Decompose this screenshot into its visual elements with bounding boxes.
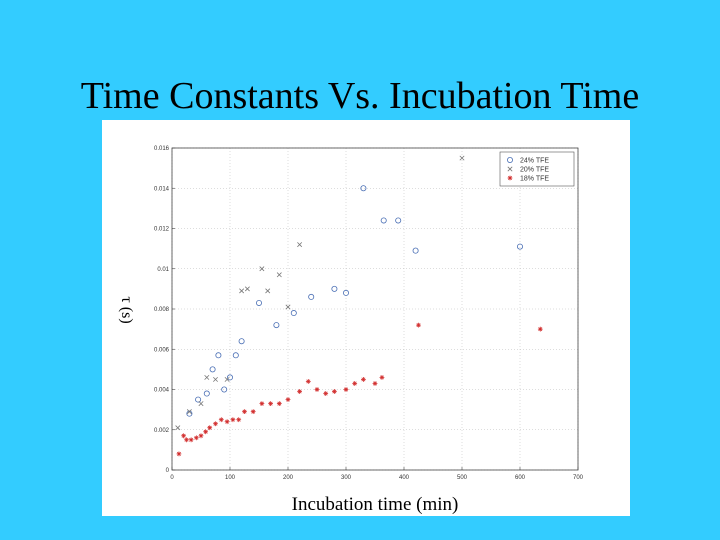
data-point-20-tfe	[259, 266, 265, 272]
chart-figure: 0 100 200 300 400 500 600 700 0 0.002 0.004 0.006 0.…	[102, 120, 630, 516]
scatter-chart: 0 100 200 300 400 500 600 700 0 0.002 0.004 0.006 0.…	[118, 146, 584, 515]
data-point-24-tfe	[209, 366, 216, 373]
data-point-20-tfe	[285, 304, 291, 310]
y-tick-label: 0.004	[154, 388, 170, 394]
data-point-24-tfe	[238, 338, 245, 345]
data-point-24-tfe	[360, 185, 367, 192]
data-point-24-tfe	[186, 410, 193, 417]
data-point-18-tfe	[537, 326, 543, 332]
data-point-20-tfe	[459, 155, 465, 161]
data-point-18-tfe	[305, 379, 311, 384]
data-point-18-tfe	[188, 437, 194, 443]
axis-ticks: 0 100 200 300 400 500 600 700 0 0.002 0.004 0.006 0.…	[154, 146, 584, 481]
data-point-18-tfe	[213, 421, 218, 427]
data-point-24-tfe	[380, 217, 387, 224]
data-point-18-tfe	[314, 387, 320, 392]
data-point-18-tfe	[268, 401, 273, 406]
data-point-24-tfe	[221, 386, 228, 393]
y-tick-label: 0.01	[157, 267, 169, 273]
data-marks	[175, 155, 543, 457]
data-point-18-tfe	[176, 451, 182, 457]
data-point-18-tfe	[285, 397, 291, 402]
data-point-24-tfe	[308, 293, 315, 300]
data-point-24-tfe	[516, 243, 523, 250]
legend-marker	[507, 175, 513, 181]
slide-title: Time Constants Vs. Incubation Time	[80, 75, 640, 117]
x-tick-label: 500	[457, 475, 468, 481]
data-point-18-tfe	[259, 401, 265, 406]
data-point-18-tfe	[193, 435, 199, 441]
data-point-24-tfe	[227, 374, 234, 381]
data-point-18-tfe	[416, 322, 421, 328]
x-tick-label: 300	[341, 475, 352, 481]
data-point-18-tfe	[203, 429, 209, 435]
data-point-18-tfe	[276, 401, 282, 406]
legend: 24% TFE 20% TFE 18% TFE	[499, 151, 575, 187]
legend-marker	[506, 157, 513, 164]
x-tick-label: 600	[515, 475, 526, 481]
data-point-18-tfe	[361, 377, 366, 382]
data-point-18-tfe	[372, 381, 378, 386]
data-point-20-tfe	[198, 401, 204, 407]
x-tick-label: 400	[399, 475, 410, 481]
data-point-18-tfe	[379, 375, 385, 380]
y-tick-label: 0.008	[154, 307, 170, 313]
y-axis-label: τ (s)	[118, 296, 135, 323]
x-tick-label: 0	[170, 475, 174, 481]
data-point-18-tfe	[224, 419, 230, 425]
data-point-24-tfe	[395, 217, 402, 224]
data-point-20-tfe	[244, 286, 250, 292]
data-point-20-tfe	[175, 425, 181, 431]
data-point-24-tfe	[290, 310, 297, 317]
data-point-18-tfe	[181, 433, 186, 439]
data-point-24-tfe	[255, 299, 262, 306]
legend-label: 24% TFE	[520, 158, 549, 165]
data-point-18-tfe	[352, 381, 358, 386]
data-point-18-tfe	[207, 425, 213, 431]
data-point-20-tfe	[213, 376, 218, 382]
data-point-20-tfe	[297, 242, 303, 248]
data-point-24-tfe	[273, 322, 280, 329]
data-point-24-tfe	[412, 247, 419, 254]
x-tick-label: 100	[225, 475, 236, 481]
data-point-18-tfe	[343, 387, 349, 392]
data-point-20-tfe	[186, 409, 192, 415]
y-tick-label: 0.002	[154, 428, 170, 434]
x-tick-label: 200	[283, 475, 294, 481]
data-point-18-tfe	[250, 409, 256, 415]
data-point-18-tfe	[230, 417, 236, 423]
data-point-20-tfe	[239, 288, 245, 294]
data-point-24-tfe	[342, 289, 349, 296]
y-tick-label: 0	[166, 468, 170, 474]
data-point-24-tfe	[195, 396, 202, 403]
data-point-24-tfe	[331, 285, 338, 292]
data-point-20-tfe	[204, 374, 210, 380]
legend-box	[499, 151, 575, 187]
data-point-20-tfe	[276, 272, 282, 278]
y-tick-label: 0.012	[154, 227, 170, 233]
legend-label: 20% TFE	[520, 167, 549, 174]
data-point-18-tfe	[236, 417, 242, 423]
y-tick-label: 0.014	[154, 186, 170, 192]
data-point-24-tfe	[203, 390, 210, 397]
data-point-20-tfe	[224, 376, 230, 382]
data-point-18-tfe	[297, 389, 302, 394]
x-axis-label: Incubation time (min)	[292, 494, 459, 515]
data-point-18-tfe	[332, 389, 337, 394]
data-point-18-tfe	[184, 437, 189, 443]
x-tick-label: 700	[573, 475, 584, 481]
data-point-24-tfe	[215, 352, 222, 359]
y-tick-label: 0.016	[154, 146, 170, 152]
y-tick-label: 0.006	[154, 347, 170, 353]
data-point-18-tfe	[198, 433, 204, 439]
data-point-24-tfe	[232, 352, 239, 359]
legend-label: 18% TFE	[520, 176, 549, 183]
data-point-18-tfe	[323, 391, 329, 396]
data-point-18-tfe	[218, 417, 224, 423]
legend-marker	[507, 166, 513, 172]
data-point-20-tfe	[265, 288, 271, 294]
data-point-18-tfe	[242, 409, 247, 415]
